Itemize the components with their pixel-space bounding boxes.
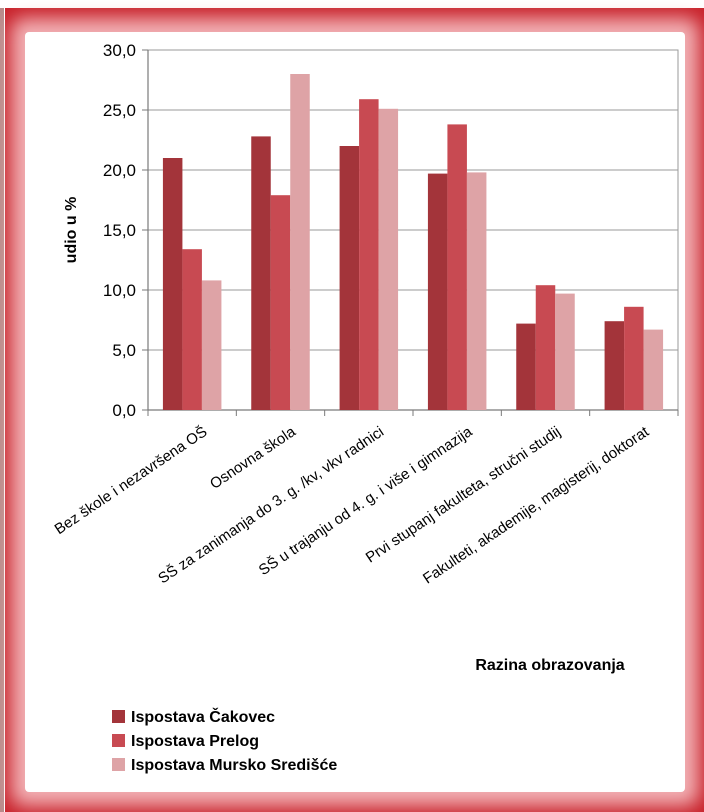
- legend-label: Ispostava Čakovec: [131, 707, 275, 726]
- legend-label: Ispostava Prelog: [131, 733, 259, 750]
- bar: [201, 280, 222, 410]
- y-tick-label: 20,0: [103, 161, 136, 180]
- y-tick-label: 5,0: [112, 341, 136, 360]
- bar: [643, 329, 664, 410]
- y-tick-label: 15,0: [103, 221, 136, 240]
- bar: [359, 99, 379, 410]
- bar: [624, 306, 644, 410]
- bar: [270, 195, 291, 410]
- bar: [339, 146, 360, 410]
- bar: [466, 172, 487, 410]
- legend-swatch: [112, 758, 125, 771]
- legend-swatch: [112, 710, 125, 723]
- bar: [555, 293, 575, 410]
- y-axis-title: udio u %: [63, 197, 80, 264]
- y-tick-label: 10,0: [103, 281, 136, 300]
- bar: [251, 136, 271, 410]
- bar: [290, 74, 310, 410]
- bar: [162, 158, 183, 410]
- y-tick-label: 30,0: [103, 41, 136, 60]
- bar: [427, 173, 448, 410]
- x-category-label: Bez škole i nezavršena OŠ: [52, 423, 211, 538]
- bar: [447, 124, 467, 411]
- left-border-strip: [0, 8, 4, 812]
- bar: [182, 249, 202, 410]
- x-category-label: Osnovna škola: [207, 423, 299, 493]
- legend-swatch: [112, 734, 125, 747]
- bar: [604, 321, 625, 410]
- bar: [378, 108, 399, 411]
- y-tick-label: 0,0: [112, 401, 136, 420]
- bar: [516, 323, 536, 410]
- x-axis-title: Razina obrazovanja: [475, 657, 624, 674]
- cropped-header-strip: [0, 0, 704, 8]
- y-tick-label: 25,0: [103, 101, 136, 120]
- legend-label: Ispostava Mursko Središće: [131, 757, 337, 774]
- bar: [535, 285, 556, 410]
